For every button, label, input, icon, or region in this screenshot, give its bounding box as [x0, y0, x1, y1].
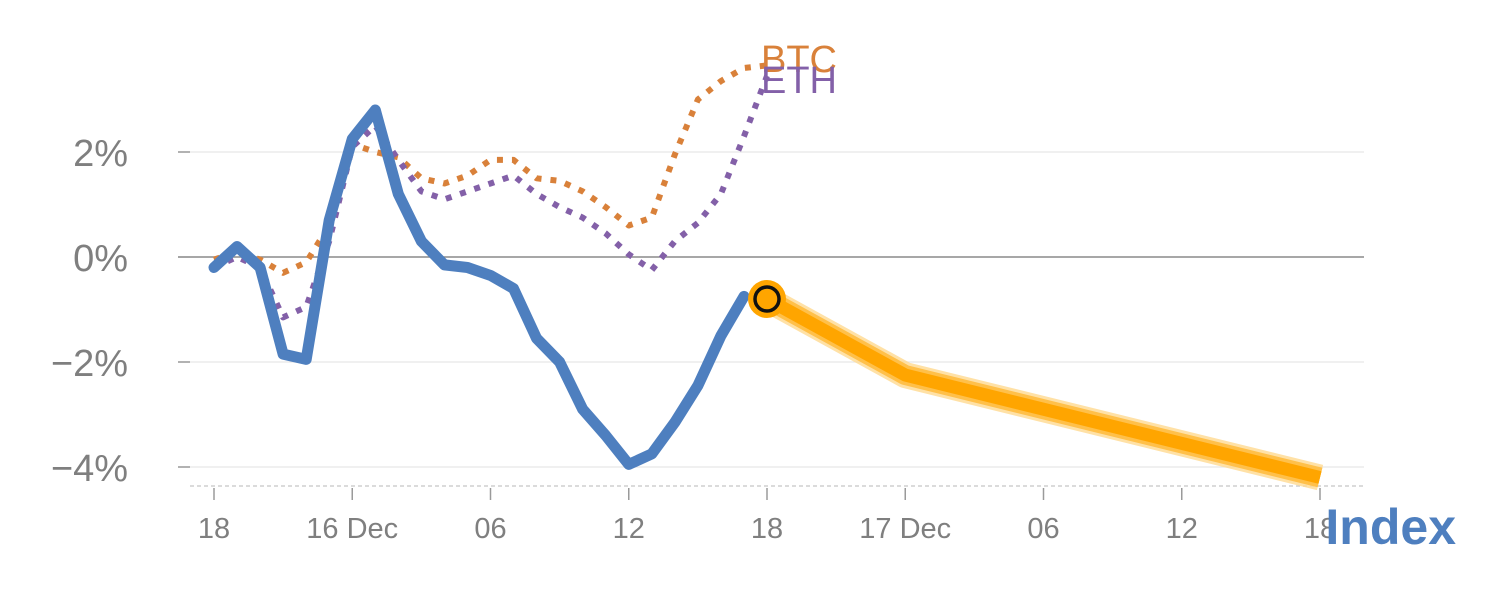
grid-lines [178, 151, 1364, 468]
x-tick-label: 12 [1166, 513, 1198, 545]
axes [178, 151, 1366, 500]
y-tick-label: 2% [73, 133, 128, 175]
y-tick-label: −2% [51, 343, 128, 385]
x-tick-label: 06 [474, 513, 506, 545]
forecast-line [763, 293, 1322, 484]
labels: 2% 0% −2% −4% 18 16 Dec 06 12 18 17 Dec 06 12 18 BTCE… [51, 39, 1456, 555]
x-tick-label: 16 Dec [306, 513, 398, 545]
series-line-btc [213, 62, 768, 276]
y-tick-label: −4% [51, 448, 128, 490]
x-tick-label: 17 Dec [859, 513, 951, 545]
series-line-eth [212, 74, 770, 321]
series-line-index [208, 104, 750, 470]
x-tick-label: 12 [613, 513, 645, 545]
x-tick-label: 18 [751, 513, 783, 545]
series-label-eth: ETH [761, 60, 837, 102]
x-tick-label: 18 [198, 513, 230, 545]
y-tick-label: 0% [73, 238, 128, 280]
current-marker [753, 285, 781, 313]
x-tick-label: 18 [1304, 513, 1336, 545]
series-label-btc: BTC [761, 39, 837, 81]
index-label: Index [1325, 499, 1456, 555]
x-tick-label: 06 [1027, 513, 1059, 545]
series-layer [208, 62, 1324, 491]
